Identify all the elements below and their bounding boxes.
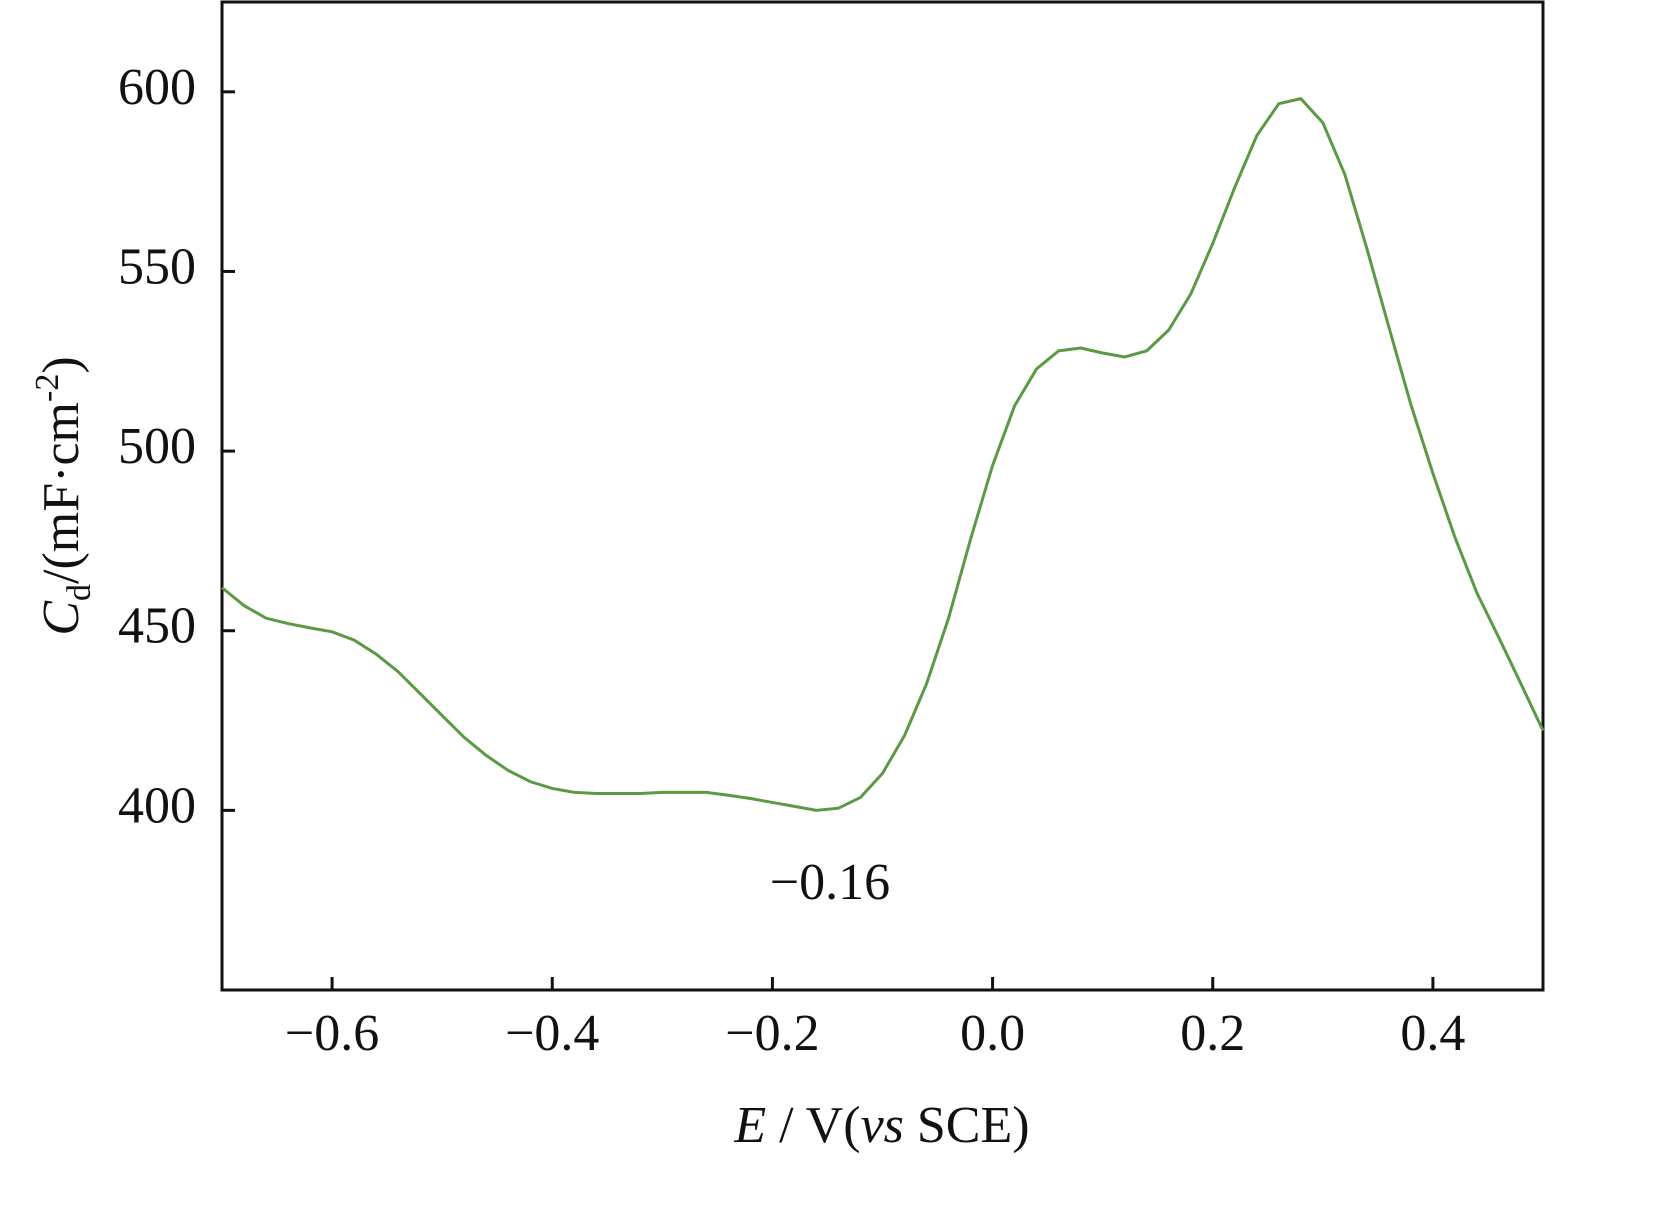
y-tick-label: 600 <box>118 59 196 116</box>
y-tick-label: 500 <box>118 418 196 475</box>
y-axis-label: Cd/(mF·cm-2) <box>29 356 98 635</box>
x-tick-label: −0.2 <box>725 1005 819 1062</box>
y-tick-label: 400 <box>118 777 196 834</box>
x-tick-label: 0.2 <box>1180 1005 1245 1062</box>
x-tick-label: −0.4 <box>505 1005 599 1062</box>
x-tick-label: 0.4 <box>1400 1005 1465 1062</box>
x-tick-label: 0.0 <box>960 1005 1025 1062</box>
data-line <box>221 96 1545 812</box>
x-axis-label: E / V(vs SCE) <box>733 1097 1029 1154</box>
x-tick-label: −0.6 <box>285 1005 379 1062</box>
plot-frame <box>220 0 1545 992</box>
y-tick-label: 550 <box>118 238 196 295</box>
y-tick-label: 450 <box>118 598 196 655</box>
annotation: −0.16 <box>770 854 890 911</box>
